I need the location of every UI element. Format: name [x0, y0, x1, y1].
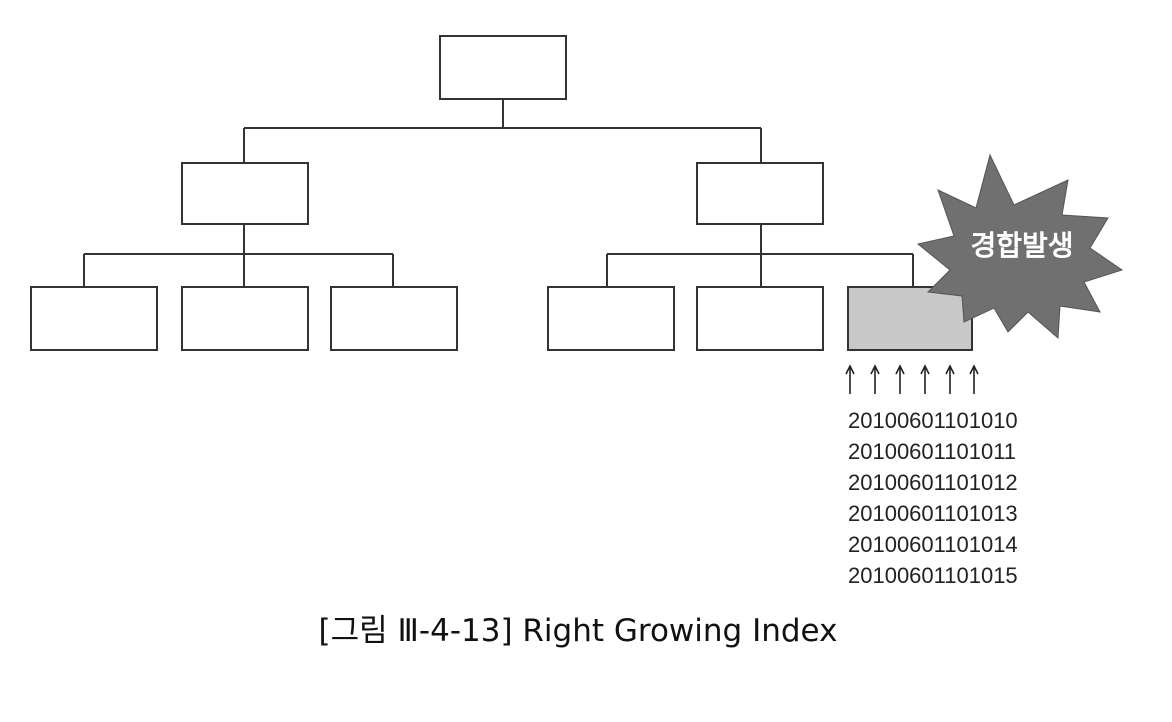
key-value: 20100601101014 [848, 532, 1018, 557]
root-node [439, 35, 567, 100]
contention-callout: 경합발생 [916, 153, 1124, 340]
leaf-node-hot [847, 286, 973, 351]
key-value: 20100601101013 [848, 501, 1018, 526]
edges [83, 99, 914, 287]
nodes [30, 35, 973, 351]
key-value: 20100601101015 [848, 563, 1018, 588]
leaf-node-4 [547, 286, 675, 351]
insert-arrow [895, 364, 905, 394]
arrow-head [945, 364, 955, 375]
insert-arrow [870, 364, 880, 394]
insert-arrow [920, 364, 930, 394]
branch-node-left [181, 162, 309, 225]
branch-node-right [696, 162, 824, 225]
leaf-node-5 [696, 286, 824, 351]
arrow-head [870, 364, 880, 375]
key-value: 20100601101010 [848, 408, 1018, 433]
insert-arrow [945, 364, 955, 394]
insert-arrow [969, 364, 979, 394]
leaf-node-1 [30, 286, 158, 351]
arrow-head [845, 364, 855, 375]
arrow-head [969, 364, 979, 375]
insert-arrow [845, 364, 855, 394]
leaf-node-3 [330, 286, 458, 351]
starburst-shape [916, 153, 1124, 340]
figure-caption: [그림 Ⅲ-4-13] Right Growing Index [319, 613, 838, 649]
arrow-head [920, 364, 930, 375]
key-value: 20100601101011 [848, 439, 1016, 464]
key-list: 20100601101010 20100601101011 201006011010… [848, 408, 1018, 588]
contention-label: 경합발생 [970, 229, 1073, 262]
leaf-node-2 [181, 286, 309, 351]
insert-arrows [845, 364, 979, 394]
arrow-head [895, 364, 905, 375]
key-value: 20100601101012 [848, 470, 1018, 495]
